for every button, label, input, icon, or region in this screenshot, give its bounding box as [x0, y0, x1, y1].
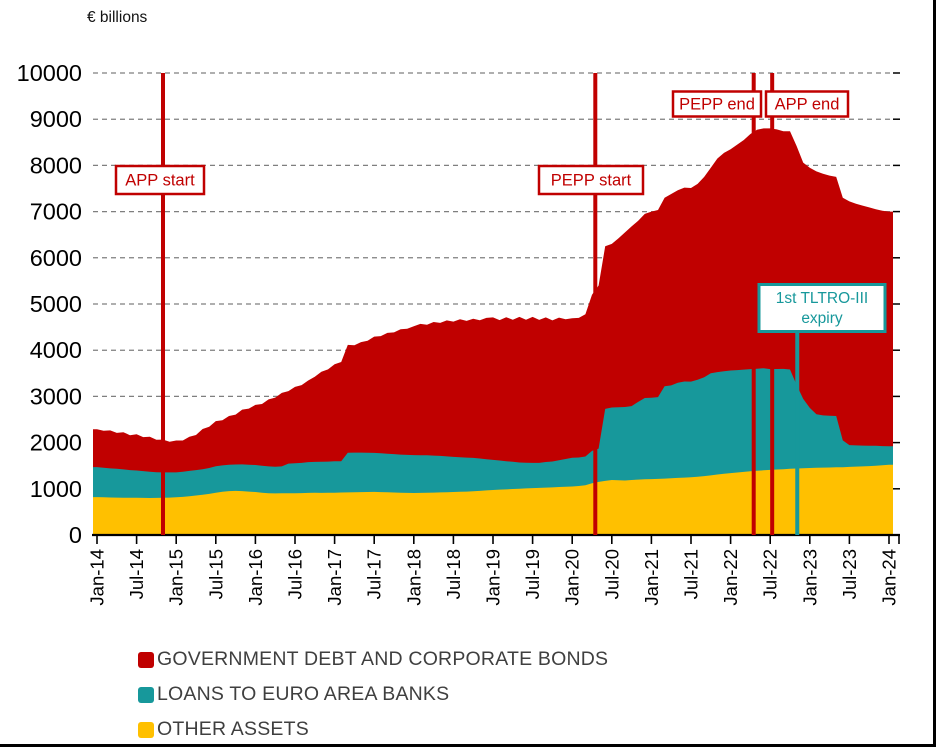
annotation-label-pepp-start: PEPP start — [551, 172, 632, 190]
y-axis-label: 7000 — [30, 199, 82, 225]
y-axis-labels: 0 1000 2000 3000 4000 5000 6000 7000 8000 9000 100… — [17, 60, 82, 548]
x-axis-label: Jul-22 — [760, 549, 781, 599]
x-axis-label: Jul-21 — [681, 549, 702, 599]
y-axis-label: 4000 — [30, 337, 82, 363]
figure-border-right — [933, 0, 936, 747]
x-axis-label: Jul-14 — [126, 549, 147, 599]
x-axis-label: Jan-21 — [641, 549, 662, 606]
figure-border-bottom — [0, 744, 936, 747]
legend-item-other: OTHER ASSETS — [138, 712, 608, 747]
legend-item-bonds: GOVERNMENT DEBT AND CORPORATE BONDS — [138, 642, 608, 677]
legend-label-loans: LOANS TO EURO AREA BANKS — [157, 683, 450, 705]
annotation-box-pepp-end — [671, 90, 763, 118]
y-axis-label: 6000 — [30, 245, 82, 271]
legend-label-bonds: GOVERNMENT DEBT AND CORPORATE BONDS — [157, 648, 609, 670]
y-axis-label: 3000 — [30, 383, 82, 409]
annotation-box-tltro-expiry — [757, 283, 887, 333]
area-other-assets — [93, 464, 893, 535]
x-axis-label: Jan-23 — [799, 549, 820, 606]
x-axis-label: Jan-22 — [720, 549, 741, 606]
areas — [93, 128, 893, 535]
legend-swatch-bonds-icon — [138, 651, 154, 668]
x-axis-labels: Jan-14 Jul-14 Jan-15 Jul-15 Jan-16 Jul-16 Jan-… — [87, 549, 900, 606]
annotation-label-pepp-end: PEPP end — [679, 96, 755, 114]
x-axis-label: Jul-17 — [364, 549, 385, 599]
x-axis-label: Jan-19 — [483, 549, 504, 606]
annotation-label-app-end: APP end — [775, 96, 840, 114]
y-axis-label: 2000 — [30, 430, 82, 456]
legend-swatch-other-icon — [138, 721, 154, 738]
annotations: APP start PEPP start PEPP end APP end 1st TL… — [114, 73, 887, 535]
x-axis-label: Jan-20 — [562, 549, 583, 606]
x-axis-label: Jul-15 — [205, 549, 226, 599]
y-axis-label: 0 — [69, 522, 82, 548]
x-axis-label: Jul-23 — [839, 549, 860, 599]
legend: GOVERNMENT DEBT AND CORPORATE BONDS LOAN… — [138, 642, 608, 747]
balance-sheet-stacked-area-chart: 0 1000 2000 3000 4000 5000 6000 7000 8000 9000 100… — [17, 60, 900, 606]
y-axis-label: 1000 — [30, 476, 82, 502]
legend-swatch-loans-icon — [138, 686, 154, 703]
y-axis-label: 9000 — [30, 106, 82, 132]
x-axis-label: Jan-18 — [403, 549, 424, 606]
legend-item-loans: LOANS TO EURO AREA BANKS — [138, 677, 608, 712]
annotation-box-app-start — [114, 164, 206, 196]
x-axis-label: Jul-20 — [601, 549, 622, 599]
x-axis-label: Jul-18 — [443, 549, 464, 599]
annotation-box-pepp-start — [537, 164, 645, 196]
x-axis-label: Jan-24 — [879, 549, 900, 606]
y-axis-label: 8000 — [30, 152, 82, 178]
x-axis-label: Jan-14 — [87, 549, 108, 606]
y-axis-label: 5000 — [30, 291, 82, 317]
x-axis-label: Jan-16 — [245, 549, 266, 606]
chart-title: € billions — [87, 9, 148, 26]
x-axis-label: Jul-19 — [522, 549, 543, 599]
annotation-label-app-start: APP start — [125, 172, 195, 190]
y-axis-label: 10000 — [17, 60, 82, 86]
legend-label-other: OTHER ASSETS — [157, 718, 309, 740]
annotation-label-tltro-expiry-line1: 1st TLTRO-III — [776, 290, 868, 307]
annotation-box-app-end — [764, 90, 850, 118]
x-axis-label: Jan-17 — [324, 549, 345, 606]
x-axis-label: Jul-16 — [285, 549, 306, 599]
x-axis-label: Jan-15 — [166, 549, 187, 606]
axes — [92, 72, 900, 544]
annotation-label-tltro-expiry-line2: expiry — [801, 310, 843, 327]
